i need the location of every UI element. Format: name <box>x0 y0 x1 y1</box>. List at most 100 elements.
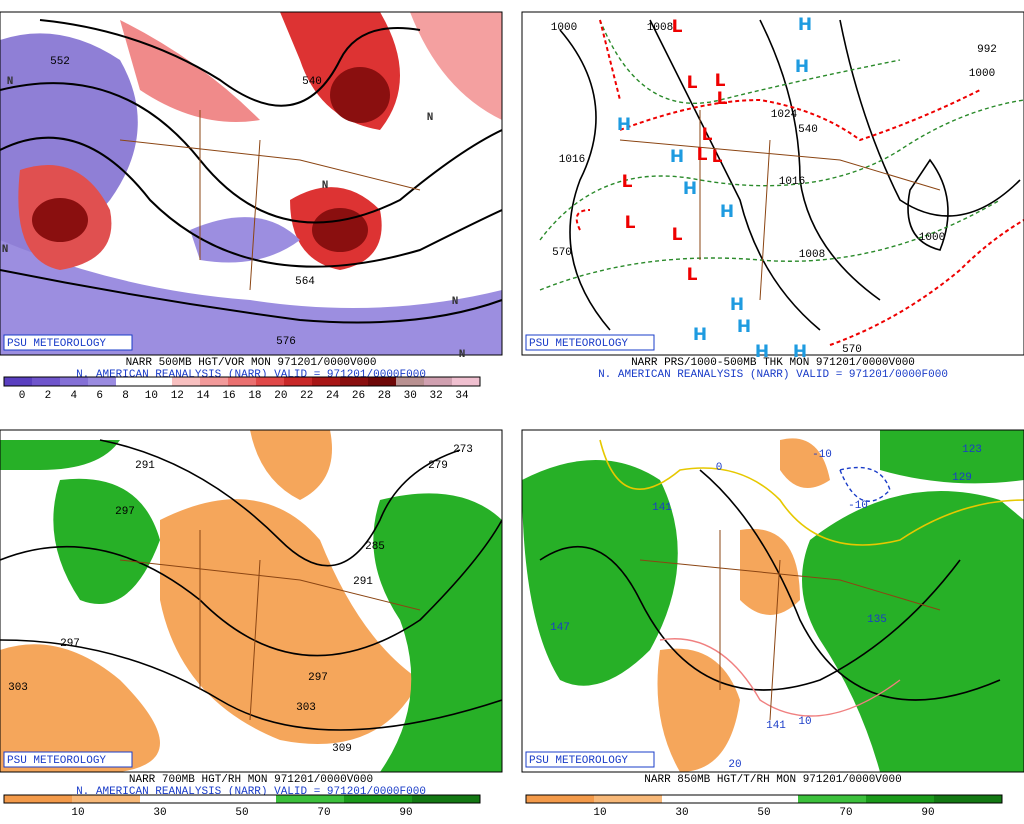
contour-label: 1000 <box>919 232 945 244</box>
colorbar-label: 0 <box>19 390 26 402</box>
contour-label: 576 <box>276 336 296 348</box>
colorbar-frame <box>525 794 1003 804</box>
colorbar-label: 90 <box>921 807 934 819</box>
badge-box <box>3 751 133 768</box>
contour-label: 552 <box>50 56 70 68</box>
contour-label: 570 <box>552 247 572 259</box>
map-border <box>521 11 1024 356</box>
colorbar-swatch <box>594 795 663 803</box>
colorbar-label: 24 <box>326 390 340 402</box>
contour-label: 20 <box>728 759 741 771</box>
map-border <box>0 429 503 773</box>
pressure-center: L <box>712 147 723 167</box>
pressure-center: L <box>715 71 726 91</box>
badge: PSU METEOROLOGY <box>529 755 628 767</box>
contour-label: 303 <box>8 682 28 694</box>
caption-line1: NARR 500MB HGT/VOR MON 971201/0000V000 <box>126 357 377 369</box>
colorbar-swatch <box>256 377 285 386</box>
colorbar-label: 90 <box>399 807 412 819</box>
pressure-center: L <box>702 125 713 145</box>
pressure-center: N <box>452 296 459 308</box>
pressure-center: N <box>459 349 466 361</box>
contour-label: 992 <box>977 44 997 56</box>
map-700mb <box>0 430 502 772</box>
colorbar-label: 70 <box>839 807 852 819</box>
colorbar-label: 14 <box>197 390 211 402</box>
colorbar-swatch <box>424 377 453 386</box>
contour-label: 285 <box>365 541 385 553</box>
contour-label: 141 <box>766 720 786 732</box>
contour-label: 570 <box>842 344 862 356</box>
colorbar-swatch <box>4 795 73 803</box>
colorbar-label: 22 <box>300 390 313 402</box>
caption-line1: NARR 700MB HGT/RH MON 971201/0000V000 <box>129 774 373 786</box>
pressure-center: H <box>693 325 707 345</box>
pressure-center: N <box>7 76 14 88</box>
colorbar-label: 10 <box>71 807 84 819</box>
pressure-center: L <box>687 73 698 93</box>
colorbar-swatch <box>72 795 141 803</box>
colorbar-frame <box>3 794 481 804</box>
colorbar-swatch <box>798 795 867 803</box>
contour-label: 297 <box>308 672 328 684</box>
colorbar-label: 8 <box>122 390 129 402</box>
contour-label: 564 <box>295 276 315 288</box>
pressure-center: H <box>617 115 631 135</box>
pressure-center: H <box>730 295 744 315</box>
colorbar-label: 50 <box>757 807 770 819</box>
badge-box <box>3 334 133 351</box>
map-border <box>0 11 503 356</box>
colorbar-swatch <box>344 795 413 803</box>
colorbar-swatch <box>228 377 257 386</box>
colorbar-swatch <box>412 795 481 803</box>
colorbar-swatch <box>60 377 89 386</box>
pressure-center: H <box>795 57 809 77</box>
pressure-center: L <box>625 213 636 233</box>
colorbar-swatch <box>144 377 173 386</box>
colorbar-swatch <box>452 377 481 386</box>
colorbar-swatch <box>208 795 277 803</box>
colorbar-label: 18 <box>248 390 261 402</box>
contour-label: 141 <box>652 502 672 514</box>
badge-box <box>525 334 655 351</box>
pressure-center: H <box>720 202 734 222</box>
contour-label: 297 <box>115 506 135 518</box>
contour-label: 0 <box>716 462 723 474</box>
colorbar-label: 10 <box>145 390 158 402</box>
caption-line2: N. AMERICAN REANALYSIS (NARR) VALID = 97… <box>598 369 948 381</box>
colorbar-swatch <box>662 795 731 803</box>
contour-label: 273 <box>453 444 473 456</box>
pressure-center: N <box>2 244 9 256</box>
colorbar-swatch <box>4 377 33 386</box>
contour-label: 1008 <box>647 22 673 34</box>
contour-label: 1000 <box>969 68 995 80</box>
caption-line1: NARR 850MB HGT/T/RH MON 971201/0000V000 <box>644 774 901 786</box>
colorbar-label: 28 <box>378 390 391 402</box>
colorbar-label: 10 <box>593 807 606 819</box>
pressure-center: N <box>427 112 434 124</box>
contour-label: 540 <box>302 76 322 88</box>
caption-line1: NARR PRS/1000-500MB THK MON 971201/0000V… <box>631 357 915 369</box>
colorbar-label: 30 <box>404 390 417 402</box>
pressure-center: H <box>683 179 697 199</box>
colorbar-label: 30 <box>153 807 166 819</box>
pressure-center: L <box>622 172 633 192</box>
contour-label: 135 <box>867 614 887 626</box>
colorbar-swatch <box>396 377 425 386</box>
colorbar-swatch <box>866 795 935 803</box>
colorbar-swatch <box>88 377 117 386</box>
contour-label: 1008 <box>799 249 825 261</box>
badge: PSU METEOROLOGY <box>529 338 628 350</box>
pressure-center: L <box>687 265 698 285</box>
colorbar-label: 6 <box>96 390 103 402</box>
pressure-center: L <box>717 89 728 109</box>
map-850mb <box>522 430 1024 772</box>
colorbar-label: 32 <box>430 390 443 402</box>
pressure-center: L <box>672 17 683 37</box>
colorbar-frame <box>3 376 481 387</box>
colorbar-label: 20 <box>274 390 287 402</box>
colorbar-swatch <box>284 377 313 386</box>
contour-label: 291 <box>353 576 373 588</box>
pressure-center: N <box>322 180 329 192</box>
